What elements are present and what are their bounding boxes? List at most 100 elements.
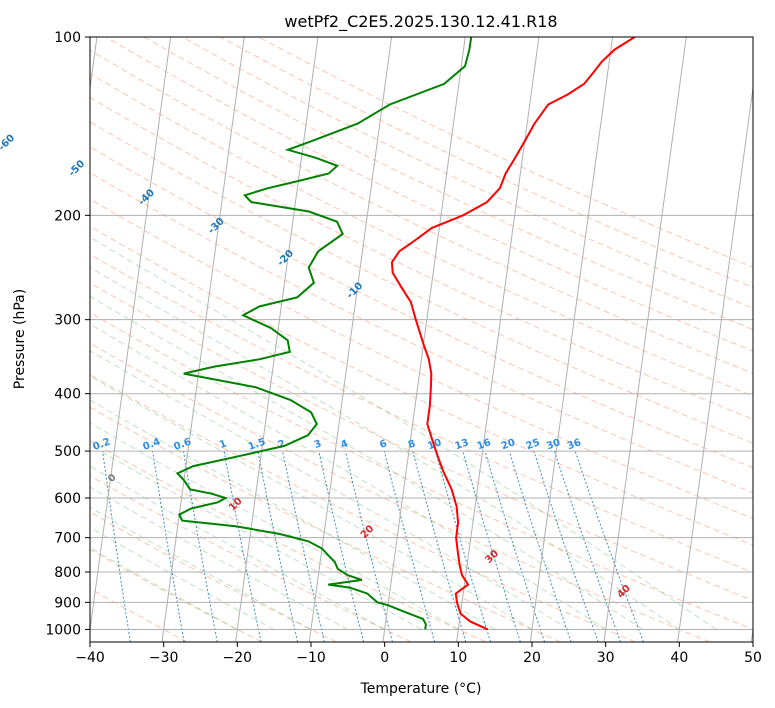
y-tick-label: 1000 — [45, 622, 81, 638]
mixing-ratio-label: 36 — [566, 437, 583, 452]
isotherm-label: -40 — [136, 187, 157, 208]
isotherm-line — [456, 37, 540, 642]
y-tick-label: 400 — [54, 387, 81, 403]
isotherm-line — [750, 625, 753, 642]
dry-adiabat — [90, 198, 753, 520]
dry-adiabat — [90, 440, 487, 642]
mixing-ratio-line — [533, 450, 599, 642]
mixing-ratio-label: 16 — [476, 437, 493, 452]
moist-adiabat — [90, 236, 717, 630]
moist-adiabat — [90, 350, 570, 630]
plot-frame — [89, 36, 754, 643]
x-tick-label: 20 — [523, 650, 541, 666]
dry-adiabat — [90, 172, 753, 494]
x-tick-label: −20 — [223, 650, 253, 666]
dry-adiabat — [143, 37, 753, 331]
moist-adiabat — [90, 323, 606, 630]
mixing-ratio-label: 3 — [313, 438, 323, 451]
mixing-ratio-label: 30 — [545, 437, 562, 452]
isotherm-label: -60 — [0, 133, 17, 154]
dry-adiabat — [90, 253, 753, 573]
dry-adiabat — [258, 37, 753, 268]
dry-adiabat — [90, 342, 711, 642]
dry-adiabat — [90, 96, 753, 420]
moist-adiabat — [90, 486, 349, 630]
dry-adiabat — [90, 511, 337, 642]
mixing-ratio-line — [462, 450, 521, 642]
x-tick-label: −10 — [296, 650, 326, 666]
mixing-ratio-line — [484, 450, 546, 642]
isotherm-line — [382, 37, 466, 642]
mixing-ratio-label: 25 — [525, 437, 542, 452]
isotherm-line — [161, 37, 245, 642]
isotherm-line — [308, 37, 393, 642]
y-tick-label: 200 — [54, 208, 81, 224]
moist-adiabat-label: 40 — [615, 583, 633, 601]
dry-adiabat — [90, 121, 753, 444]
y-tick-label: 700 — [54, 531, 81, 547]
dry-adiabat — [90, 311, 753, 630]
dry-adiabat — [181, 37, 753, 309]
mixing-ratio-label: 4 — [339, 438, 349, 451]
moist-adiabat-label: 0 — [106, 472, 119, 485]
dry-adiabat — [105, 37, 753, 352]
moist-adiabat — [90, 526, 275, 630]
mixing-ratio-line — [574, 450, 644, 642]
x-axis-label: Temperature (°C) — [360, 681, 482, 697]
mixing-ratio-line — [383, 450, 436, 642]
moist-adiabat — [90, 547, 238, 630]
isotherm-line — [529, 37, 614, 642]
x-tick-label: 0 — [380, 650, 389, 666]
mixing-ratio-label: 0.6 — [172, 437, 192, 453]
y-axis-label: Pressure (hPa) — [12, 289, 28, 389]
mixing-ratio-line — [282, 451, 325, 642]
mixing-ratio-label: 1 — [218, 438, 228, 451]
x-tick-label: −40 — [75, 650, 105, 666]
dry-adiabat — [90, 282, 753, 602]
dry-adiabat — [220, 37, 753, 289]
dry-adiabat — [90, 72, 753, 397]
mixing-ratio-line — [318, 450, 365, 642]
mixing-ratio-label: 0.2 — [92, 437, 112, 453]
chart-title: wetPf2_C2E5.2025.130.12.41.R18 — [284, 12, 557, 32]
temperature-line — [390, 37, 636, 631]
isotherm-line — [235, 37, 319, 642]
mixing-ratio-line — [183, 451, 218, 642]
moist-adiabat — [90, 399, 496, 630]
mixing-ratio-label: 6 — [378, 438, 388, 451]
dry-adiabat — [90, 549, 263, 642]
y-tick-label: 800 — [54, 565, 81, 581]
mixing-ratio-line — [508, 450, 572, 642]
x-tick-label: −30 — [149, 650, 179, 666]
moist-adiabat — [90, 422, 459, 630]
y-tick-label: 300 — [54, 313, 81, 329]
x-tick-label: 30 — [597, 650, 615, 666]
moist-adiabat-label: 20 — [359, 523, 377, 541]
mixing-ratio-label: 8 — [407, 438, 417, 451]
y-tick-label: 600 — [54, 491, 81, 507]
mixing-ratio-label: 13 — [454, 437, 471, 452]
isotherm-label: -10 — [345, 280, 366, 301]
x-axis: −40 −30 −20 −10 0 10 20 30 40 50 — [75, 642, 762, 666]
isotherm-label: -30 — [206, 216, 227, 237]
x-tick-label: 40 — [670, 650, 688, 666]
isotherm-line — [90, 37, 172, 634]
x-tick-label: 50 — [744, 650, 762, 666]
moist-adiabat — [90, 375, 533, 630]
grid-lines — [90, 37, 753, 642]
dry-adiabat — [90, 374, 636, 642]
mixing-ratio-line — [553, 450, 622, 642]
y-tick-label: 500 — [54, 444, 81, 460]
background-lines — [90, 37, 753, 642]
mixing-ratio-line — [412, 450, 467, 642]
dry-adiabat — [90, 225, 753, 546]
dry-adiabat — [90, 146, 753, 469]
y-tick-label: 100 — [54, 30, 81, 46]
dry-adiabat — [90, 406, 561, 642]
mixing-ratio-line — [152, 451, 185, 642]
isotherm-label: -50 — [67, 158, 88, 179]
isotherm-line — [603, 37, 687, 642]
y-tick-label: 900 — [54, 595, 81, 611]
y-axis: 100 200 300 400 500 600 700 800 900 1000 — [45, 30, 90, 638]
